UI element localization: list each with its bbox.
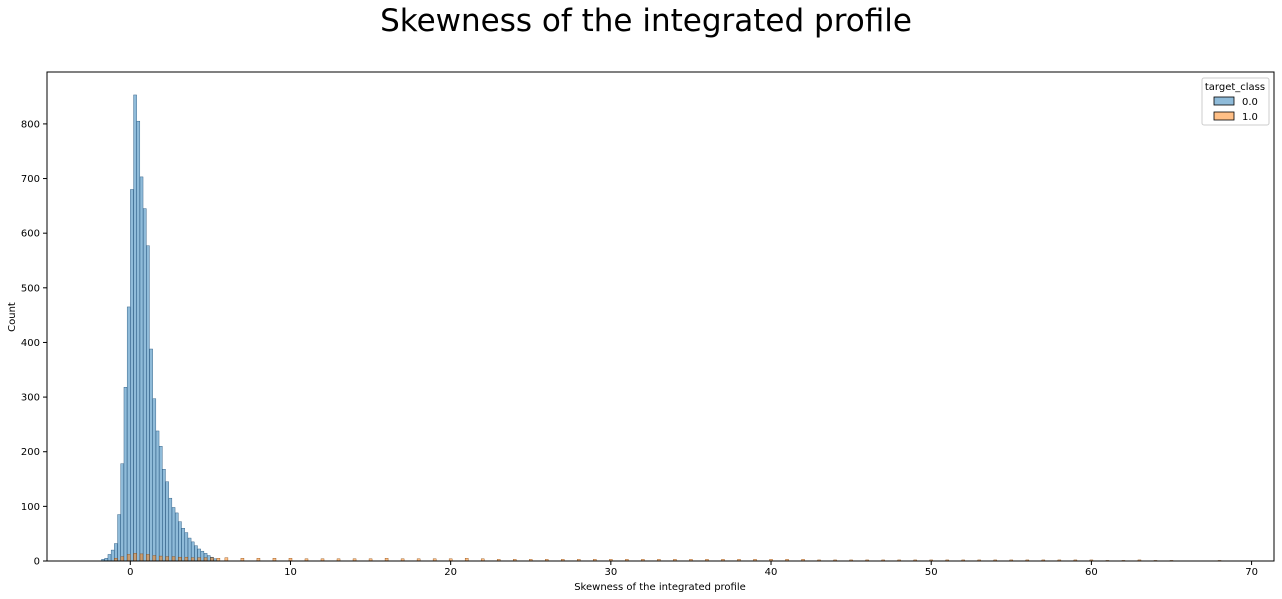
bar-series-0-19 (162, 469, 166, 562)
bar-series-1-9 (171, 556, 176, 562)
plot-area-frame (46, 71, 1275, 562)
bar-series-1-2 (126, 554, 131, 562)
bar-series-0-26 (184, 532, 189, 562)
y-tick-label-7: 700 (21, 174, 40, 185)
y-tick-label-2: 200 (21, 447, 40, 458)
bar-series-0-21 (168, 497, 173, 562)
legend-swatch-0 (1213, 96, 1235, 106)
bar-series-0-12 (139, 176, 144, 562)
bar-series-0-11 (136, 120, 141, 562)
y-tick-label-5: 500 (21, 283, 40, 294)
series-0-bars (101, 94, 217, 562)
bar-series-0-33 (207, 555, 211, 562)
bar-series-1-5 (146, 554, 150, 562)
bar-series-0-7 (123, 387, 128, 562)
bar-series-0-18 (159, 446, 163, 562)
bar-series-0-25 (181, 528, 185, 562)
bar-series-0-29 (194, 545, 198, 562)
bar-series-1-10 (178, 556, 182, 562)
y-tick-label-4: 400 (21, 338, 40, 349)
bar-series-0-9 (130, 189, 134, 562)
x-tick-label-7: 70 (1245, 567, 1258, 578)
series-1-bars (114, 553, 1222, 562)
x-tick-label-2: 20 (444, 567, 457, 578)
x-tick-label-5: 50 (925, 567, 938, 578)
x-tick-label-3: 30 (604, 567, 617, 578)
bar-series-1-6 (152, 555, 157, 562)
y-axis-label: Count (7, 302, 18, 332)
y-tick-label-0: 0 (34, 557, 40, 568)
bar-series-1-11 (184, 556, 189, 562)
bar-series-0-20 (165, 481, 169, 562)
bar-series-0-24 (178, 521, 182, 562)
legend-label-0: 0.0 (1242, 97, 1258, 108)
legend: target_class 0.0 1.0 (1201, 77, 1270, 126)
x-tick-label-0: 0 (127, 567, 133, 578)
y-tick-label-6: 600 (21, 229, 40, 240)
y-tick-label-8: 800 (21, 119, 40, 130)
bar-series-0-23 (175, 512, 179, 562)
legend-swatch-1 (1213, 111, 1235, 121)
bar-series-1-4 (139, 553, 144, 562)
chart-title: Skewness of the integrated profile (380, 3, 912, 39)
x-tick-label-4: 40 (765, 567, 778, 578)
bar-series-0-27 (187, 537, 192, 562)
bar-series-0-14 (146, 245, 150, 562)
bar-series-0-5 (117, 514, 121, 562)
bar-series-1-7 (159, 555, 163, 562)
bar-series-0-17 (155, 430, 160, 562)
legend-title: target_class (1205, 82, 1265, 93)
y-tick-label-1: 100 (21, 502, 40, 513)
bar-series-0-22 (171, 507, 176, 562)
bar-series-0-8 (126, 306, 131, 562)
bar-series-1-1 (120, 556, 125, 562)
legend-label-1: 1.0 (1242, 112, 1258, 123)
x-tick-label-6: 60 (1085, 567, 1098, 578)
bar-series-0-15 (149, 348, 153, 562)
x-axis-ticks: 0 10 20 30 40 50 60 70 (127, 561, 1258, 578)
bar-series-0-2 (107, 554, 112, 562)
bar-series-0-6 (120, 463, 125, 562)
bar-series-1-3 (133, 553, 137, 562)
x-tick-label-1: 10 (284, 567, 297, 578)
bar-series-0-31 (200, 550, 205, 562)
y-axis-ticks: 0 100 200 300 400 500 600 700 800 (21, 119, 47, 568)
bar-series-0-10 (133, 94, 137, 562)
bar-series-0-3 (110, 549, 115, 562)
x-axis-label: Skewness of the integrated profile (574, 582, 746, 593)
y-tick-label-3: 300 (21, 393, 40, 404)
bar-series-0-13 (142, 208, 147, 562)
bar-series-0-16 (152, 398, 157, 562)
bar-series-1-8 (165, 556, 169, 562)
